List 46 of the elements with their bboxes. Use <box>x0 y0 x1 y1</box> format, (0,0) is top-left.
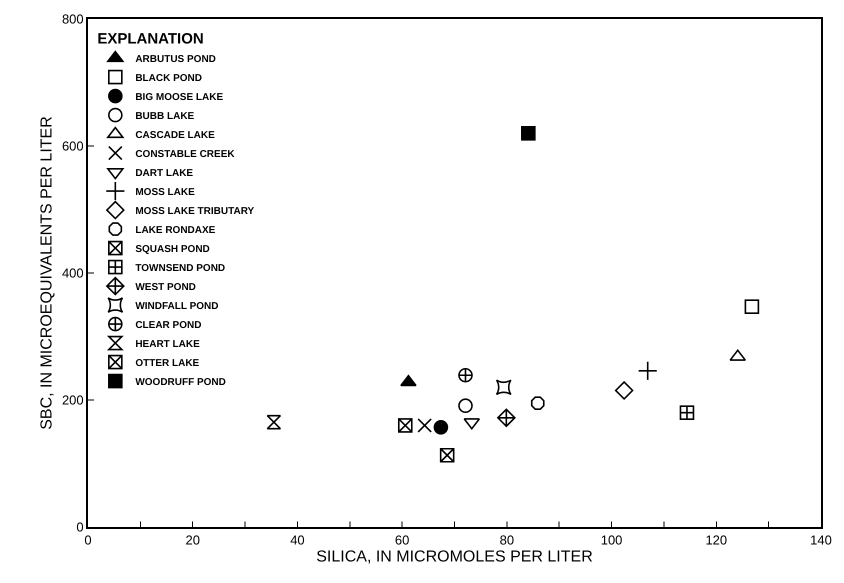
legend-label: CLEAR POND <box>135 320 202 331</box>
point <box>496 379 512 396</box>
legend-label: BLACK POND <box>135 72 202 84</box>
legend-title: EXPLANATION <box>97 30 204 48</box>
point <box>266 414 282 430</box>
point <box>530 396 545 410</box>
point <box>434 420 448 435</box>
point <box>458 368 473 383</box>
legend-label: ARBUTUS POND <box>135 54 216 65</box>
x-axis-title: SILICA, IN MICROMOLES PER LITER <box>316 548 593 566</box>
x-tick-label: 120 <box>705 532 728 548</box>
point <box>440 448 454 463</box>
y-tick-label: 800 <box>62 12 84 27</box>
point <box>744 299 760 314</box>
x-tick-label: 20 <box>185 532 200 548</box>
legend-label: MOSS LAKE <box>135 186 196 198</box>
y-axis-title: SBC, IN MICROEQUIVALENTS PER LITER <box>38 116 56 430</box>
point <box>398 418 413 433</box>
legend-label: CONSTABLE CREEK <box>135 148 236 160</box>
legend-label: HEART LAKE <box>135 338 200 350</box>
y-tick-label: 0 <box>76 520 84 535</box>
legend-label: WINDFALL POND <box>135 300 218 312</box>
legend-label: SQUASH POND <box>135 244 210 255</box>
legend-label: MOSS LAKE TRIBUTARY <box>135 206 255 217</box>
point <box>680 405 694 420</box>
x-tick-label: 60 <box>394 532 410 548</box>
legend-label: BUBB LAKE <box>135 110 195 122</box>
y-tick-label: 400 <box>62 266 84 281</box>
point <box>614 381 634 400</box>
legend-label: LAKE RONDAXE <box>135 224 216 236</box>
legend-label: OTTER LAKE <box>135 358 200 369</box>
legend-label: DART LAKE <box>135 168 194 179</box>
point <box>497 408 516 428</box>
legend-label: WOODRUFF POND <box>135 376 226 388</box>
y-tick-label: 200 <box>62 392 84 408</box>
legend-label: WEST POND <box>135 282 196 293</box>
point <box>638 360 658 381</box>
legend-label: TOWNSEND POND <box>135 262 226 274</box>
x-tick-label: 40 <box>290 532 305 548</box>
legend-label: CASCADE LAKE <box>135 130 216 141</box>
y-tick-label: 600 <box>62 138 84 154</box>
point <box>521 126 536 141</box>
x-tick-label: 80 <box>500 532 514 548</box>
legend-label: BIG MOOSE LAKE <box>135 92 224 103</box>
x-tick-label: 140 <box>810 532 832 548</box>
x-tick-label: 100 <box>600 532 622 548</box>
